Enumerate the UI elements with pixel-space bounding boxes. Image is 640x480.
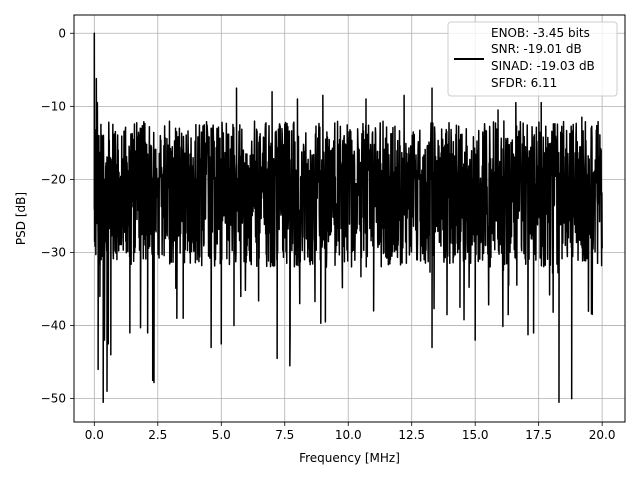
x-tick-label: 12.5 — [398, 428, 425, 442]
y-tick-label: −40 — [41, 319, 66, 333]
x-tick-label: 20.0 — [589, 428, 616, 442]
y-axis-ticks: 0 −10 −20 −30 −40 −50 — [41, 26, 74, 406]
legend-sinad: SINAD: -19.03 dB — [491, 59, 595, 73]
x-tick-label: 5.0 — [212, 428, 231, 442]
y-tick-label: 0 — [58, 26, 66, 40]
plot-frame — [73, 14, 626, 423]
y-tick-label: −10 — [41, 99, 66, 113]
legend-snr: SNR: -19.01 dB — [491, 42, 582, 56]
legend-sfdr: SFDR: 6.11 — [491, 76, 557, 90]
x-tick-label: 7.5 — [275, 428, 294, 442]
y-axis-label: PSD [dB] — [14, 192, 28, 245]
psd-line — [93, 32, 603, 404]
x-tick-label: 15.0 — [462, 428, 489, 442]
x-axis-ticks: 0.0 2.5 5.0 7.5 10.0 12.5 15.0 17.5 20.0 — [85, 422, 616, 442]
y-tick-label: −30 — [41, 245, 66, 259]
y-tick-label: −50 — [41, 392, 66, 406]
x-tick-label: 17.5 — [525, 428, 552, 442]
x-tick-label: 10.0 — [335, 428, 362, 442]
legend-box — [447, 21, 618, 97]
x-axis-label: Frequency [MHz] — [299, 451, 400, 465]
legend: ENOB: -3.45 bits SNR: -19.01 dB SINAD: -… — [447, 21, 618, 97]
y-tick-label: −20 — [41, 172, 66, 186]
legend-enob: ENOB: -3.45 bits — [491, 26, 590, 40]
x-tick-label: 2.5 — [148, 428, 167, 442]
psd-series — [93, 32, 603, 404]
x-tick-label: 0.0 — [85, 428, 104, 442]
